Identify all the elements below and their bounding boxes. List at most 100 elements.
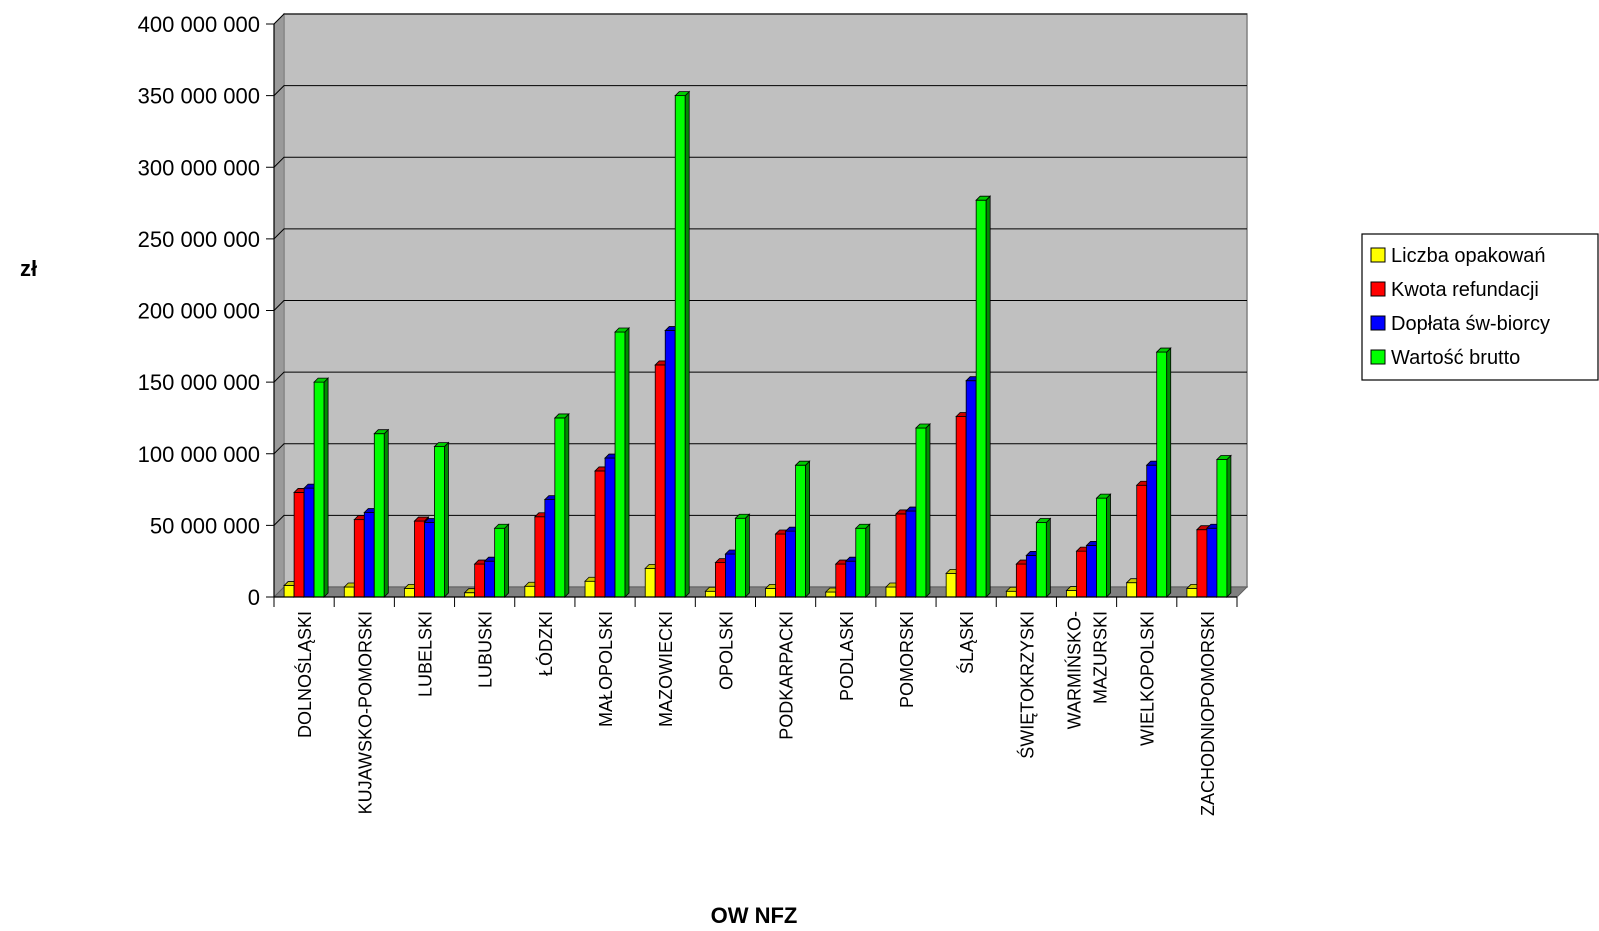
x-tick-label: MAŁOPOLSKI — [596, 611, 616, 727]
bar-top — [1035, 518, 1052, 523]
bar-front — [1096, 497, 1107, 598]
x-tick-label-line: PODKARPACKI — [777, 611, 797, 740]
bar-front — [895, 513, 907, 598]
bar-top — [493, 523, 510, 529]
bar-front — [765, 588, 776, 598]
x-tick-label: ŁÓDZKI — [535, 611, 556, 676]
y-tick-label: 100 000 000 — [138, 442, 260, 467]
y-tick-label: 350 000 000 — [138, 84, 260, 109]
bar-front — [845, 560, 857, 598]
grid-lines — [273, 13, 1247, 526]
grid-line — [273, 300, 1247, 311]
bar-front — [1066, 590, 1077, 598]
bar-front — [474, 563, 486, 598]
bar-front — [1136, 484, 1148, 598]
grid-line — [273, 156, 1247, 168]
legend-swatch — [1370, 281, 1386, 297]
x-tick-label-line: ZACHODNIOPOMORSKI — [1198, 611, 1218, 816]
bar-front — [424, 522, 435, 598]
x-tick-label-line: LUBELSKI — [415, 611, 435, 697]
bar-front — [484, 560, 496, 598]
bar-front — [1086, 545, 1097, 598]
bar-front — [775, 533, 786, 598]
bar-top — [373, 429, 390, 435]
legend-label: Wartość brutto — [1391, 347, 1520, 369]
bar-front — [905, 510, 917, 598]
bar-front — [644, 567, 656, 598]
category-group — [403, 441, 450, 598]
bar — [614, 327, 630, 598]
x-tick-label-line: PODLASKI — [837, 611, 857, 701]
legend-swatch — [1370, 349, 1386, 365]
x-tick-label: LUBELSKI — [415, 611, 435, 697]
bar-top — [975, 195, 992, 201]
bars — [283, 90, 1232, 598]
bar-front — [735, 517, 746, 598]
bar-front — [945, 572, 957, 598]
x-tick-label: POMORSKI — [897, 611, 917, 708]
bar-front — [1015, 563, 1027, 598]
bar-top — [433, 442, 450, 447]
bar-front — [363, 512, 375, 598]
x-tick-label: MAZOWIECKI — [656, 611, 676, 727]
bar-side — [1166, 347, 1172, 598]
x-tick-label-line: MAZURSKI — [1091, 611, 1111, 704]
bar-front — [303, 487, 315, 598]
grid-line — [273, 85, 1247, 96]
bar-top — [854, 523, 871, 529]
y-tick-label: 150 000 000 — [138, 370, 260, 395]
category-group — [283, 377, 330, 598]
bar-side — [504, 523, 510, 598]
bar-front — [353, 519, 365, 598]
bar-front — [855, 527, 867, 598]
bar — [734, 513, 751, 598]
y-axis-ticks: 0 50 000 000 100 000 000 150 000 000 200 000… — [138, 12, 274, 610]
bar-side — [925, 422, 931, 598]
bar-top — [413, 516, 430, 522]
bar-front — [1076, 550, 1087, 598]
bar-top — [614, 327, 630, 333]
x-tick-label: PODKARPACKI — [777, 611, 797, 740]
x-tick-label: WIELKOPOLSKI — [1138, 611, 1158, 746]
category-group — [1125, 347, 1172, 598]
bar-top — [1215, 455, 1232, 460]
x-tick-label: DOLNOŚLĄSKI — [294, 611, 315, 738]
bar-front — [674, 95, 686, 598]
bar-front — [554, 417, 566, 598]
bar-top — [313, 377, 330, 383]
x-axis-ticks: DOLNOŚLĄSKI KUJAWSKO-POMORSKI LUBELSKI LUBU… — [273, 597, 1238, 816]
bar-front — [1206, 527, 1218, 598]
x-tick-label: ŚLĄSKI — [956, 611, 977, 674]
bar-front — [544, 499, 556, 598]
bar — [794, 460, 811, 598]
bar-front — [604, 457, 616, 598]
legend-label: Dopłata św-biorcy — [1391, 313, 1550, 335]
bar — [674, 90, 691, 598]
bar-front — [795, 464, 806, 598]
bar-side — [323, 377, 329, 598]
bar-front — [1186, 588, 1198, 598]
legend-swatch — [1370, 315, 1386, 331]
bar-top — [794, 460, 811, 466]
bar-front — [654, 364, 666, 598]
y-tick-label: 200 000 000 — [138, 299, 260, 324]
bar-front — [283, 585, 295, 598]
bar-front — [404, 588, 415, 598]
legend-item: Kwota refundacji — [1370, 279, 1539, 301]
x-tick-label-line: ŁÓDZKI — [535, 611, 556, 676]
y-tick-label: 0 — [248, 585, 260, 610]
bar-front — [955, 416, 967, 598]
category-group — [704, 513, 751, 598]
bar-front — [725, 553, 736, 598]
bar-side — [1226, 454, 1232, 598]
y-tick-label: 250 000 000 — [138, 227, 260, 252]
bar-top — [1155, 347, 1172, 353]
x-tick-label-line: LUBUSKI — [476, 611, 496, 688]
bar-front — [313, 381, 325, 598]
x-tick-label: ZACHODNIOPOMORSKI — [1198, 611, 1218, 816]
bar — [975, 195, 992, 598]
legend-box — [1361, 233, 1599, 381]
legend-label: Liczba opakowań — [1391, 245, 1546, 267]
x-tick-label: LUBUSKI — [476, 611, 496, 688]
bar-front — [965, 380, 977, 598]
